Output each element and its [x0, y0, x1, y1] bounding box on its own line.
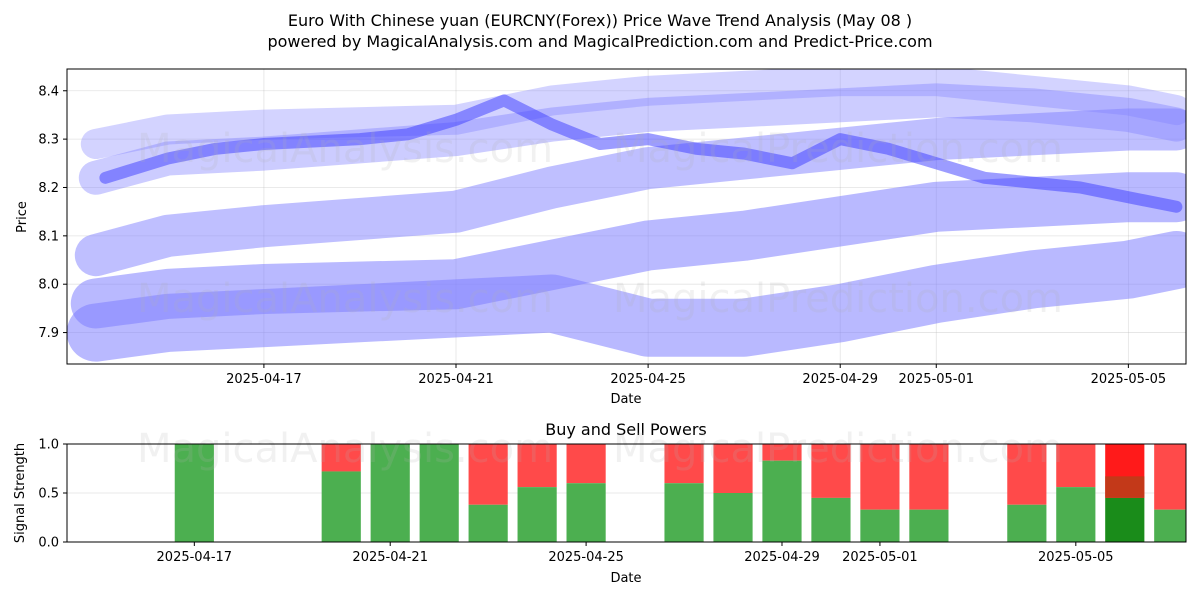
buy-bar [566, 483, 606, 542]
power-x-tick-label: 2025-04-21 [352, 550, 428, 565]
sell-bar [468, 444, 508, 505]
price-x-tick-label: 2025-04-29 [802, 372, 878, 387]
sell-bar [321, 444, 361, 472]
wave-series-wave-rising [74, 108, 1186, 277]
power-x-tick-label: 2025-04-25 [548, 550, 624, 565]
power-y-tick-label: 0.0 [38, 536, 59, 551]
buy-bar [1105, 497, 1145, 542]
sell-bar [566, 444, 606, 484]
price-x-tick-label: 2025-04-17 [226, 372, 302, 387]
power-chart: Buy and Sell Powers MagicalAnalysis.com … [13, 420, 1187, 586]
wave-series-wave-bottom [67, 231, 1186, 362]
buy-bar [517, 487, 557, 542]
wave-series-wave-mid-high [78, 83, 1186, 195]
wave-bands [67, 69, 1186, 362]
wave-series-wave-low-rising [70, 172, 1186, 329]
price-x-tick-label: 2025-05-01 [898, 372, 974, 387]
sell-bar [811, 444, 851, 498]
sell-bar [517, 444, 557, 488]
watermark-prediction-top: MagicalPrediction.com [613, 126, 1063, 172]
sell-bar [762, 444, 802, 461]
price-x-tick-label: 2025-04-25 [610, 372, 686, 387]
power-x-label: Date [610, 571, 641, 586]
power-y-tick-label: 1.0 [38, 438, 59, 453]
power-x-tick-label: 2025-04-29 [744, 550, 820, 565]
buy-bar [762, 460, 802, 542]
wave-series-wave-upper [80, 69, 1186, 159]
price-x-label: Date [610, 392, 641, 407]
buy-bar [370, 444, 410, 542]
buy-bar [174, 444, 214, 542]
buy-bar [1007, 504, 1047, 542]
watermark-analysis-top: MagicalAnalysis.com [137, 126, 553, 172]
buy-bar [909, 509, 949, 542]
price-x-ticks: 2025-04-17 2025-04-21 2025-04-25 2025-04-29… [226, 364, 1166, 387]
price-y-label: Price [15, 201, 30, 233]
buy-bar [811, 497, 851, 542]
power-chart-title: Buy and Sell Powers [545, 420, 707, 439]
price-x-tick-label: 2025-04-21 [418, 372, 494, 387]
power-x-tick-label: 2025-05-05 [1038, 550, 1114, 565]
sell-bar [1007, 444, 1047, 505]
power-y-label: Signal Strength [13, 443, 28, 543]
price-x-tick-label: 2025-05-05 [1091, 372, 1167, 387]
sell-bar [664, 444, 704, 484]
power-x-tick-label: 2025-05-01 [842, 550, 918, 565]
price-y-tick-label: 7.9 [38, 326, 59, 341]
buy-bar [860, 509, 900, 542]
price-y-tick-label: 8.3 [38, 133, 59, 148]
power-bars [174, 444, 1186, 542]
chart-title: Euro With Chinese yuan (EURCNY(Forex)) P… [288, 11, 912, 30]
price-y-tick-label: 8.4 [38, 84, 59, 99]
buy-bar [713, 493, 753, 542]
sell-bar [1056, 444, 1096, 488]
price-y-tick-label: 8.1 [38, 229, 59, 244]
buy-bar [1154, 509, 1186, 542]
watermark-prediction-bottom: MagicalPrediction.com [613, 426, 1063, 472]
sell-bar [860, 444, 900, 510]
sell-bar [909, 444, 949, 510]
sell-bar [1154, 444, 1186, 510]
price-y-ticks: 7.9 8.0 8.1 8.2 8.3 8.4 [38, 84, 67, 341]
price-y-tick-label: 8.2 [38, 181, 59, 196]
price-plot-frame [66, 68, 1187, 365]
watermark-prediction-mid: MagicalPrediction.com [613, 276, 1063, 322]
price-y-tick-label: 8.0 [38, 278, 59, 293]
power-x-tick-label: 2025-04-17 [157, 550, 233, 565]
buy-bar [321, 471, 361, 542]
power-x-ticks: 2025-04-17 2025-04-21 2025-04-25 2025-04-29… [157, 542, 1114, 565]
power-y-tick-label: 0.5 [38, 487, 59, 502]
buy-bar [468, 504, 508, 542]
power-y-ticks: 0.0 0.5 1.0 [38, 438, 67, 551]
sell-bar [713, 444, 753, 493]
price-chart: MagicalAnalysis.com MagicalPrediction.co… [15, 68, 1187, 407]
buy-bar [1056, 487, 1096, 542]
watermark-analysis-mid: MagicalAnalysis.com [137, 276, 553, 322]
watermark-analysis-bottom: MagicalAnalysis.com [137, 426, 553, 472]
buy-bar [664, 483, 704, 542]
chart-subtitle: powered by MagicalAnalysis.com and Magic… [267, 32, 932, 51]
overlap-bar [1105, 476, 1145, 498]
wave-series-price-line [99, 94, 1183, 213]
buy-bar [419, 444, 459, 542]
